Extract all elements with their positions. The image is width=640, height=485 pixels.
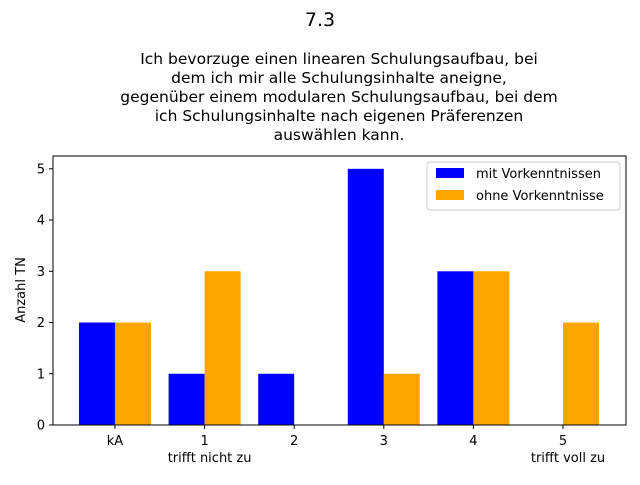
- x-axis: kA 1 trifft nicht zu 2 3 4 5 trifft voll zu: [107, 425, 605, 466]
- bar-mit-kA: [79, 322, 115, 425]
- bar-ohne-5: [563, 322, 599, 425]
- chart-title: 7.3: [305, 9, 335, 31]
- legend-swatch: [436, 190, 464, 200]
- plot-frame: [52, 155, 627, 426]
- chart-subtitle-line: gegenüber einem modularen Schulungsaufba…: [120, 88, 557, 106]
- legend-label: mit Vorkenntnissen: [476, 167, 601, 182]
- y-tick-label: 2: [37, 316, 45, 331]
- y-tick-label: 5: [37, 162, 45, 177]
- bar-ohne-kA: [115, 322, 151, 425]
- legend-label: ohne Vorkenntnisse: [476, 189, 604, 204]
- y-axis: 0 1 2 3 4 5: [37, 162, 53, 434]
- x-tick-label: 3: [380, 434, 388, 449]
- bar-ohne-4: [473, 271, 510, 425]
- y-tick-label: 0: [37, 419, 45, 434]
- legend: mit Vorkenntnissen ohne Vorkenntnisse: [426, 161, 621, 211]
- y-tick-label: 3: [37, 265, 45, 280]
- chart-subtitle-line: dem ich mir alle Schulungsinhalte aneign…: [171, 69, 507, 87]
- x-tick-label: 4: [469, 434, 477, 449]
- bar-ohne-1: [204, 271, 241, 425]
- x-tick-sublabel: trifft nicht zu: [168, 451, 252, 466]
- x-tick-sublabel: trifft voll zu: [531, 451, 605, 466]
- bar-mit-2: [258, 373, 295, 425]
- y-tick-label: 4: [37, 214, 45, 229]
- bars: [79, 168, 599, 426]
- x-tick-label: 1: [200, 434, 208, 449]
- y-axis-label: Anzahl TN: [14, 257, 29, 323]
- chart-subtitle: Ich bevorzuge einen linearen Schulungsau…: [120, 50, 557, 144]
- bar-mit-4: [437, 271, 474, 425]
- bar-ohne-3: [383, 373, 420, 425]
- legend-box: [426, 161, 621, 211]
- chart-subtitle-line: Ich bevorzuge einen linearen Schulungsau…: [140, 50, 538, 68]
- x-tick-label: 5: [559, 434, 567, 449]
- x-tick-label: 2: [290, 434, 298, 449]
- bar-mit-1: [168, 373, 205, 425]
- bar-mit-3: [347, 168, 384, 426]
- chart-subtitle-line: ich Schulungsinhalte nach eigenen Präfer…: [155, 107, 524, 125]
- x-tick-label: kA: [107, 434, 124, 449]
- chart-subtitle-line: auswählen kann.: [274, 126, 405, 144]
- legend-swatch: [436, 168, 464, 178]
- y-tick-label: 1: [37, 367, 45, 382]
